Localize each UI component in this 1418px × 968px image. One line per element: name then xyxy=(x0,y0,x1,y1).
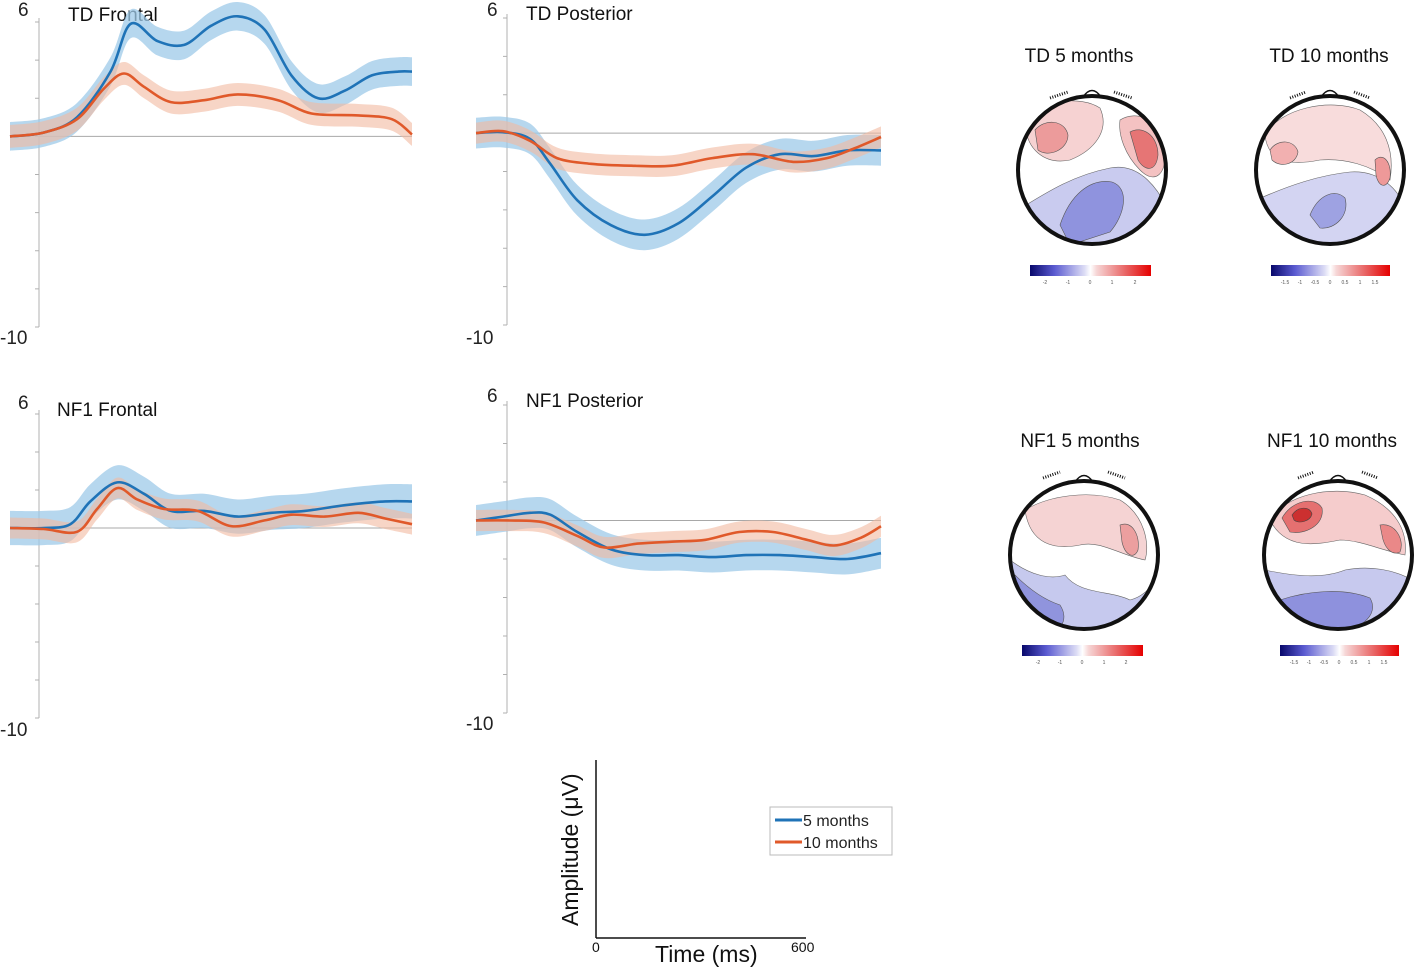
topomap-td-10-months: TD 10 months -1.5 -1 -0.5 0 0.5 1 1.5 xyxy=(1254,46,1406,286)
topomap-title: TD 10 months xyxy=(1269,46,1388,67)
topomap-title: TD 5 months xyxy=(1025,46,1134,67)
cbar-tick: -2 xyxy=(1036,660,1041,666)
cbar-tick: 0 xyxy=(1329,280,1332,286)
series-10-months-line xyxy=(9,486,413,535)
cbar-tick: 1 xyxy=(1368,660,1371,666)
colorbar xyxy=(1022,645,1143,656)
cbar-tick: 0 xyxy=(1089,280,1092,286)
x-axis-label: Time (ms) xyxy=(655,941,758,967)
topomap-title: NF1 5 months xyxy=(1020,431,1139,452)
y-axis-label: Amplitude (μV) xyxy=(557,773,583,926)
series-10-months-line xyxy=(475,519,882,550)
cbar-tick: 0 xyxy=(1081,660,1084,666)
cbar-tick: -1.5 xyxy=(1281,280,1290,286)
cbar-tick: -1.5 xyxy=(1290,660,1299,666)
cbar-tick: -2 xyxy=(1043,280,1048,286)
y-tick-min: -10 xyxy=(0,720,27,741)
x-axis-end: 600 xyxy=(791,939,815,955)
colorbar-ticks: -2 -1 0 1 2 xyxy=(1043,280,1137,286)
series-5-months-line xyxy=(9,14,413,138)
cbar-tick: 1 xyxy=(1359,280,1362,286)
colorbar-ticks: -1.5 -1 -0.5 0 0.5 1 1.5 xyxy=(1281,280,1379,286)
axis-key: Amplitude (μV) Time (ms) 0 600 xyxy=(557,760,815,967)
y-tick-max: 6 xyxy=(487,0,498,21)
colorbar xyxy=(1271,265,1390,276)
legend: 5 months 10 months xyxy=(769,806,893,856)
legend-label-5m: 5 months xyxy=(803,813,869,830)
cbar-tick: -0.5 xyxy=(1320,660,1329,666)
topomap-td-5-months: TD 5 months -2 -1 0 1 2 xyxy=(1016,46,1168,286)
cbar-tick: -1 xyxy=(1066,280,1071,286)
cbar-tick: 0 xyxy=(1338,660,1341,666)
cbar-tick: 1.5 xyxy=(1372,280,1379,286)
colorbar xyxy=(1280,645,1399,656)
cbar-tick: 2 xyxy=(1134,280,1137,286)
y-tick-max: 6 xyxy=(18,393,29,414)
y-tick-min: -10 xyxy=(0,328,27,349)
erp-panel-nf1-posterior: NF1 Posterior 6 -10 xyxy=(466,386,882,735)
legend-box xyxy=(769,806,893,856)
panel-title: TD Posterior xyxy=(526,4,633,25)
cbar-tick: 0.5 xyxy=(1351,660,1358,666)
cbar-tick: 1 xyxy=(1111,280,1114,286)
colorbar-ticks: -1.5 -1 -0.5 0 0.5 1 1.5 xyxy=(1290,660,1388,666)
y-tick-max: 6 xyxy=(18,0,29,21)
panel-title: NF1 Posterior xyxy=(526,391,644,412)
cbar-tick: 1 xyxy=(1103,660,1106,666)
series-10-months-line xyxy=(9,72,413,138)
y-tick-min: -10 xyxy=(466,714,493,735)
topomap-nf1-5-months: NF1 5 months -2 -1 0 1 2 xyxy=(1008,431,1160,666)
colorbar-ticks: -2 -1 0 1 2 xyxy=(1036,660,1128,666)
series-5-months-line xyxy=(475,511,882,561)
erp-panel-nf1-frontal: NF1 Frontal 6 -10 xyxy=(0,393,413,741)
cbar-tick: 0.5 xyxy=(1342,280,1349,286)
cbar-tick: 1.5 xyxy=(1381,660,1388,666)
topomap-title: NF1 10 months xyxy=(1267,431,1397,452)
series-10-months-band xyxy=(476,509,881,559)
topomap-nf1-10-months: NF1 10 months -1.5 -1 -0.5 0 0.5 1 1.5 xyxy=(1262,431,1414,666)
cbar-tick: -1 xyxy=(1307,660,1312,666)
erp-panel-td-frontal: TD Frontal 6 -10 xyxy=(0,0,413,349)
series-5-months-line xyxy=(9,481,413,530)
cbar-tick: -0.5 xyxy=(1311,280,1320,286)
x-axis-start: 0 xyxy=(592,939,600,955)
y-tick-max: 6 xyxy=(487,386,498,407)
series-10-months-line xyxy=(475,129,882,168)
colorbar xyxy=(1030,265,1151,276)
cbar-tick: -1 xyxy=(1058,660,1063,666)
panel-title: NF1 Frontal xyxy=(57,400,157,421)
legend-label-10m: 10 months xyxy=(803,835,878,852)
y-tick-min: -10 xyxy=(466,328,493,349)
cbar-tick: -1 xyxy=(1298,280,1303,286)
cbar-tick: 2 xyxy=(1125,660,1128,666)
erp-panel-td-posterior: TD Posterior 6 -10 xyxy=(466,0,882,349)
